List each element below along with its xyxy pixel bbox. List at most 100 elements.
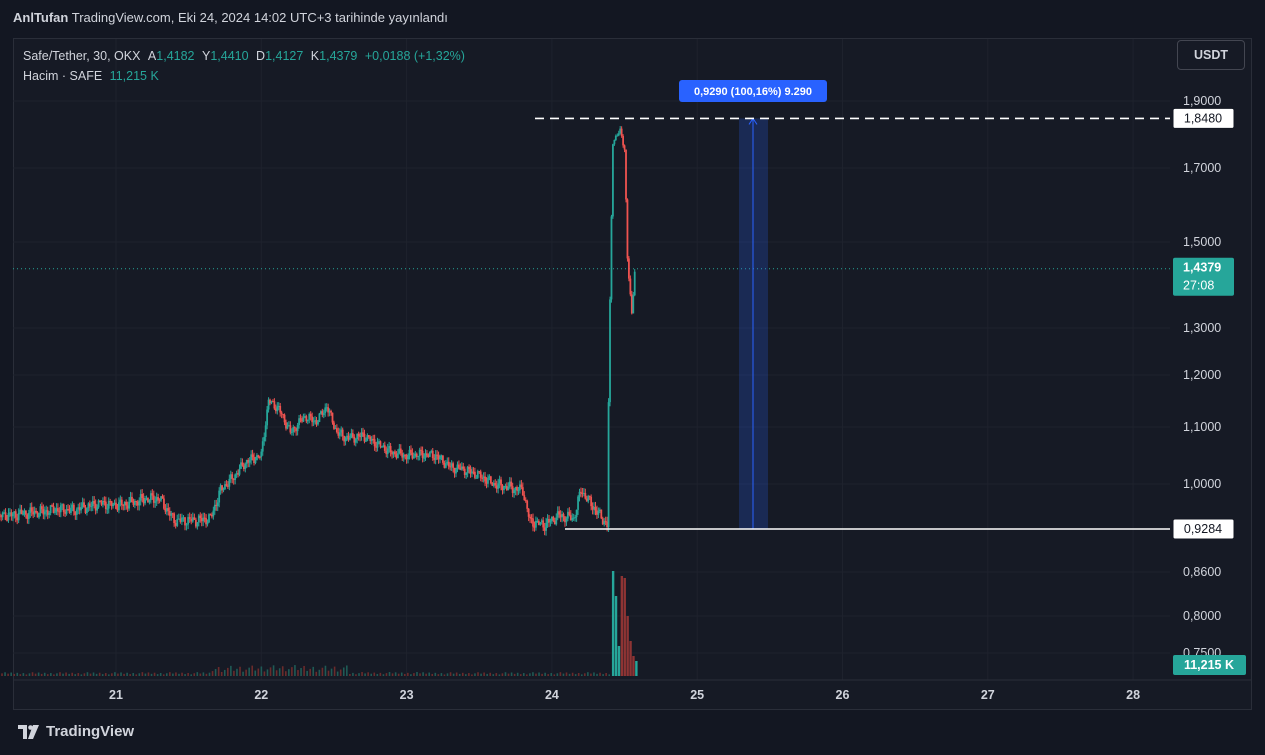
candle-body — [517, 490, 520, 492]
volume-bar — [507, 673, 510, 676]
candle-body — [431, 450, 434, 459]
candle-body — [244, 463, 247, 470]
volume-bar — [43, 672, 46, 676]
volume-bar — [95, 673, 98, 676]
candle-body — [322, 413, 325, 416]
symbol-label[interactable]: Safe/Tether, 30, OKX — [23, 49, 141, 63]
candle-body — [19, 509, 22, 513]
candle-body — [542, 520, 545, 528]
candle-body — [154, 501, 157, 503]
candle-body — [293, 427, 296, 429]
volume-bar — [635, 661, 638, 676]
candle-body — [176, 519, 179, 526]
footer-brand[interactable]: TradingView — [18, 723, 134, 740]
candle-body — [38, 513, 40, 518]
open-label: A — [147, 49, 157, 63]
volume-bar — [538, 672, 540, 676]
volume-bar — [104, 673, 107, 676]
candle-body — [171, 513, 174, 515]
candle-body — [551, 516, 553, 522]
candle-body — [455, 469, 457, 474]
candle-body — [529, 516, 532, 519]
candle-body — [133, 500, 136, 505]
candle-body — [270, 401, 273, 404]
candle-body — [256, 455, 258, 461]
high-label: Y — [201, 49, 211, 63]
candle-body — [68, 510, 71, 513]
y-axis-tick-label: 1,3000 — [1183, 321, 1221, 335]
volume-bar — [437, 674, 440, 676]
volume-bar — [263, 671, 266, 676]
candle-body — [20, 509, 23, 515]
candle-body — [572, 517, 575, 519]
candle-body — [354, 439, 357, 443]
candle-body — [285, 422, 287, 429]
candle-body — [414, 453, 417, 457]
candle-body — [55, 508, 58, 512]
candle-body — [382, 445, 385, 447]
volume-tag-box — [1173, 655, 1246, 675]
volume-label[interactable]: Hacim · SAFE — [23, 69, 103, 83]
volume-bar — [34, 673, 37, 676]
candle-body — [526, 500, 529, 509]
candle-body — [16, 517, 19, 521]
candle-body — [170, 513, 173, 516]
candle-body — [13, 511, 16, 514]
candle-body — [375, 446, 377, 448]
volume-bar — [236, 668, 238, 676]
volume-bar — [452, 673, 455, 676]
candle-body — [458, 464, 460, 468]
candle-body — [77, 507, 80, 510]
candle-body — [286, 425, 289, 429]
candle-body — [185, 524, 188, 526]
candle-body — [213, 504, 216, 511]
candle-body — [620, 128, 623, 136]
candle-body — [465, 472, 468, 475]
candle-body — [520, 484, 523, 488]
candle-body — [628, 258, 630, 279]
candle-body — [216, 502, 219, 507]
volume-bar — [519, 674, 522, 676]
candle-body — [449, 466, 452, 468]
volume-bar — [74, 674, 77, 676]
candle-body — [315, 420, 318, 425]
candle-body — [533, 526, 536, 528]
candle-body — [107, 501, 110, 509]
candle-body — [226, 485, 229, 487]
volume-bar — [584, 673, 586, 676]
candle-body — [319, 411, 322, 414]
candle-body — [433, 458, 436, 460]
volume-bar — [434, 672, 437, 676]
candle-body — [203, 517, 206, 519]
volume-bar — [587, 672, 589, 676]
candle-body — [288, 425, 290, 427]
candle-body — [484, 476, 486, 482]
candle-body — [450, 463, 453, 467]
volume-bar — [562, 673, 565, 676]
candle-body — [392, 451, 395, 455]
volume-bar — [281, 666, 284, 676]
candle-body — [479, 471, 482, 478]
candle-body — [571, 518, 574, 521]
candle-body — [14, 511, 17, 518]
volume-bar — [208, 672, 211, 676]
candle-body — [188, 517, 191, 519]
candle-body — [394, 451, 396, 455]
candle-body — [48, 513, 51, 515]
currency-button[interactable]: USDT — [1177, 40, 1245, 70]
volume-bar — [477, 672, 479, 676]
candle-body — [62, 504, 65, 513]
volume-bar — [315, 671, 318, 676]
volume-bar — [117, 673, 119, 676]
candle-body — [254, 460, 257, 464]
candle-body — [587, 496, 590, 502]
candle-body — [36, 512, 39, 518]
candle-body — [590, 496, 593, 507]
volume-bar — [239, 666, 241, 676]
publish-text: TradingView.com, Eki 24, 2024 14:02 UTC+… — [71, 10, 448, 25]
candle-body — [577, 496, 579, 510]
volume-bar — [275, 670, 278, 676]
candle-body — [282, 414, 284, 416]
candle-body — [197, 515, 200, 523]
